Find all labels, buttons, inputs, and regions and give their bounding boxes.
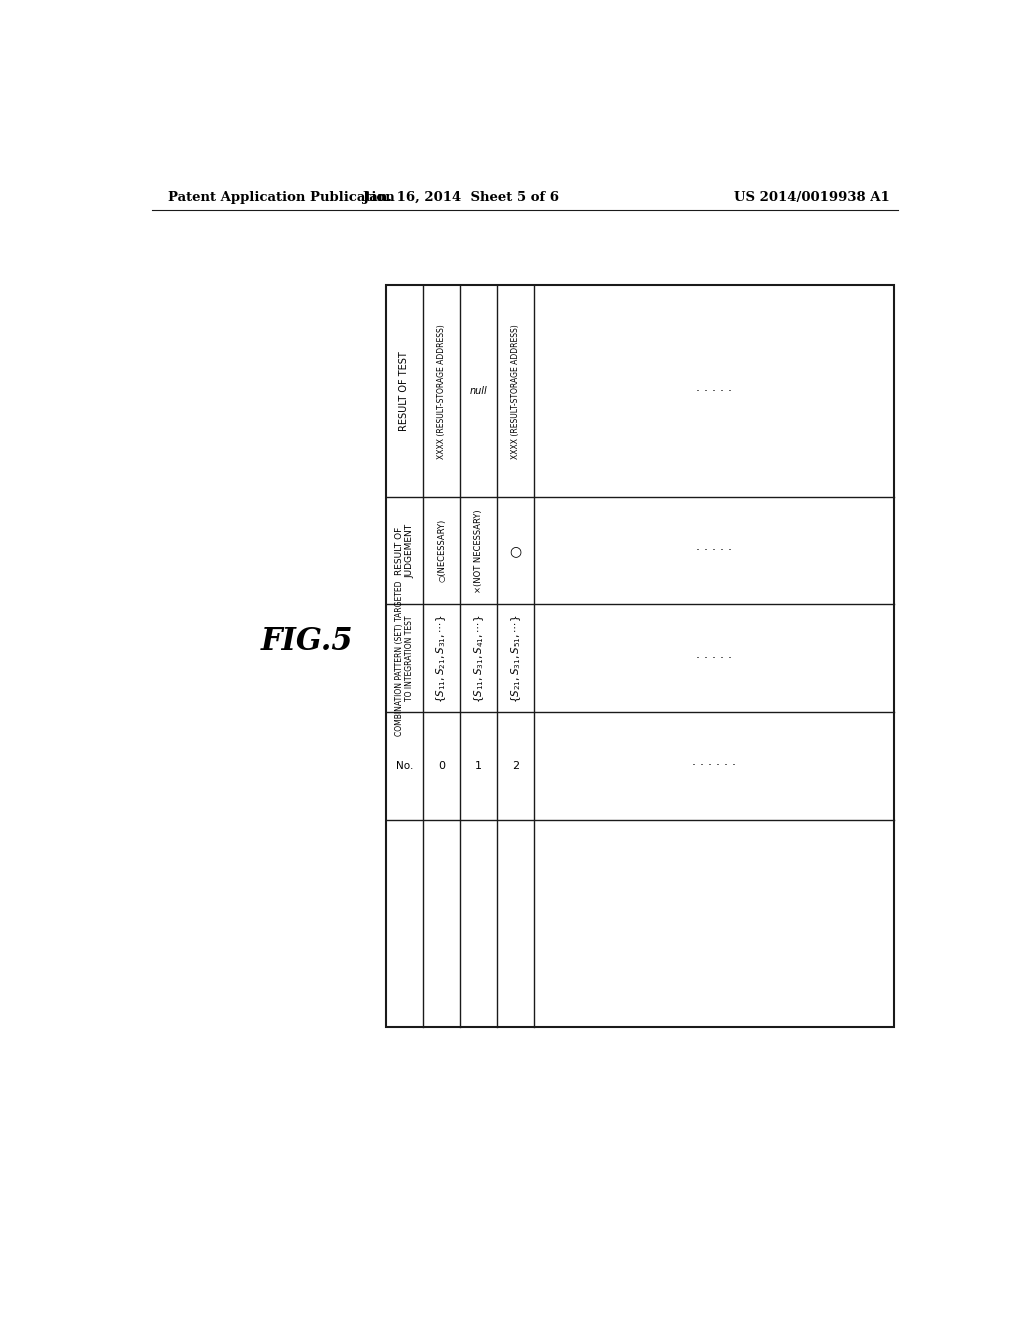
Text: No.: No.	[395, 760, 413, 771]
Text: COMBINATION PATTERN (SET) TARGETED
TO INTEGRATION TEST: COMBINATION PATTERN (SET) TARGETED TO IN…	[395, 581, 414, 737]
Text: · · · · ·: · · · · ·	[696, 652, 732, 665]
Text: $\{S_{11}, S_{31}, S_{41}, \cdots\}$: $\{S_{11}, S_{31}, S_{41}, \cdots\}$	[472, 614, 485, 702]
Text: $\{S_{21}, S_{31}, S_{51}, \cdots\}$: $\{S_{21}, S_{31}, S_{51}, \cdots\}$	[509, 614, 522, 702]
Bar	[386, 285, 894, 1027]
Text: RESULT OF TEST: RESULT OF TEST	[399, 351, 410, 432]
Text: XXXX (RESULT-STORAGE ADDRESS): XXXX (RESULT-STORAGE ADDRESS)	[437, 323, 446, 458]
Text: 2: 2	[512, 760, 519, 771]
Text: US 2014/0019938 A1: US 2014/0019938 A1	[734, 190, 890, 203]
Text: $\{S_{11}, S_{21}, S_{31}, \cdots\}$: $\{S_{11}, S_{21}, S_{31}, \cdots\}$	[434, 614, 449, 702]
Text: · · · · · ·: · · · · · ·	[692, 759, 736, 772]
Text: Jan. 16, 2014  Sheet 5 of 6: Jan. 16, 2014 Sheet 5 of 6	[364, 190, 559, 203]
Text: FIG.5: FIG.5	[260, 626, 353, 656]
Text: ×(NOT NECESSARY): ×(NOT NECESSARY)	[474, 510, 483, 593]
Text: null: null	[470, 387, 487, 396]
Text: · · · · ·: · · · · ·	[696, 384, 732, 397]
Text: Patent Application Publication: Patent Application Publication	[168, 190, 394, 203]
Text: 0: 0	[438, 760, 445, 771]
Text: 1: 1	[475, 760, 482, 771]
Text: RESULT OF
JUDGEMENT: RESULT OF JUDGEMENT	[395, 524, 414, 578]
Text: ○(NECESSARY): ○(NECESSARY)	[437, 519, 446, 582]
Text: · · · · ·: · · · · ·	[696, 544, 732, 557]
Text: ○: ○	[510, 544, 522, 558]
Text: XXXX (RESULT-STORAGE ADDRESS): XXXX (RESULT-STORAGE ADDRESS)	[511, 323, 520, 458]
